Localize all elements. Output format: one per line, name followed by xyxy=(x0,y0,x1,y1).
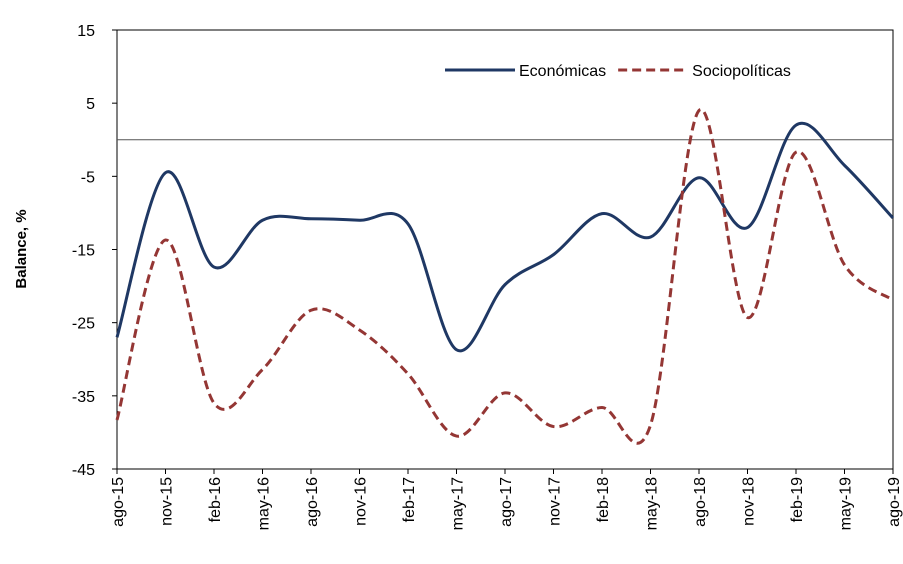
y-axis-label: Balance, % xyxy=(13,209,30,288)
x-tick-label: nov-17 xyxy=(547,477,564,526)
y-tick-label: 15 xyxy=(77,23,95,40)
legend-label: Sociopolíticas xyxy=(692,63,791,80)
y-tick-label: -35 xyxy=(72,389,95,406)
x-tick-label: may-17 xyxy=(450,477,467,530)
y-tick-label: -45 xyxy=(72,462,95,479)
y-tick-label: -25 xyxy=(72,316,95,333)
x-tick-label: feb-17 xyxy=(401,477,418,522)
series-line xyxy=(115,121,895,353)
x-tick-label: nov-15 xyxy=(159,477,176,526)
x-tick-label: ago-17 xyxy=(498,477,515,527)
x-tick-label: ago-19 xyxy=(886,477,903,527)
x-tick-label: may-19 xyxy=(838,477,855,530)
x-tick-label: nov-18 xyxy=(741,477,758,526)
x-tick-label: ago-16 xyxy=(304,477,321,527)
x-tick-label: ago-15 xyxy=(110,477,127,527)
x-tick-label: feb-16 xyxy=(207,477,224,522)
x-tick-label: feb-19 xyxy=(789,477,806,522)
legend-label: Económicas xyxy=(519,63,606,80)
y-tick-label: 5 xyxy=(86,96,95,113)
x-tick-label: may-18 xyxy=(644,477,661,530)
x-tick-label: nov-16 xyxy=(353,477,370,526)
y-tick-label: -15 xyxy=(72,243,95,260)
x-tick-label: ago-18 xyxy=(692,477,709,527)
series-line xyxy=(115,108,894,445)
y-tick-label: -5 xyxy=(81,169,95,186)
x-tick-label: feb-18 xyxy=(595,477,612,522)
x-tick-label: may-16 xyxy=(256,477,273,530)
